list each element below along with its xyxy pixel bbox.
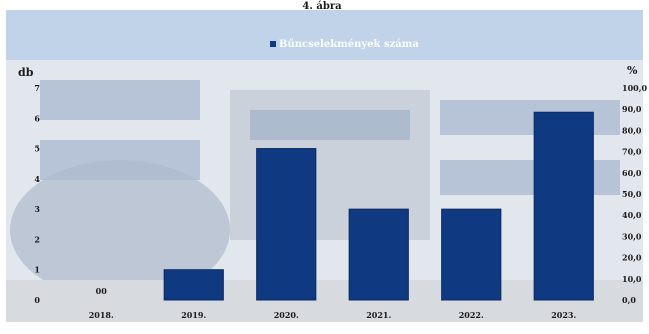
category-label: 2021. [366,310,391,320]
right-tick-label: 10,0 [622,274,642,284]
category-label: 2020. [274,310,299,320]
legend-swatch [270,41,276,47]
right-tick-label: 100,0 [622,83,647,93]
left-tick-label: 2 [34,234,40,244]
left-axis-unit: db [18,66,34,79]
legend: Bűncselekmények száma [270,39,419,50]
bar-series: 00 [96,111,594,301]
right-tick-label: 50,0 [622,189,642,199]
bar [163,269,224,301]
bar [441,208,502,301]
right-tick-label: 0,0 [622,295,636,305]
category-labels: 2018. 2019. 2020. 2021. 2022. 2023. [89,310,577,320]
bar [533,111,594,301]
background-photo [6,10,643,322]
right-tick-label: 80,0 [622,125,642,135]
category-label: 2019. [181,310,206,320]
right-axis-unit: % [627,64,638,77]
chart-title: 4. ábra [302,1,342,12]
left-tick-label: 7 [34,83,40,93]
bar [256,148,317,301]
right-tick-label: 40,0 [622,210,642,220]
right-tick-label: 90,0 [622,104,642,114]
background-window-row-1 [40,80,200,120]
bar-value-label: 00 [96,286,108,296]
right-tick-label: 70,0 [622,147,642,157]
left-tick-label: 6 [34,113,40,123]
bar [348,208,409,301]
category-label: 2023. [551,310,576,320]
left-tick-label: 1 [34,265,40,275]
right-tick-label: 20,0 [622,253,642,263]
left-axis-ticks: 0 1 2 3 4 5 6 7 [34,83,40,305]
right-axis-ticks: 0,0 10,0 20,0 30,0 40,0 50,0 60,0 70,0 80,0 90,0 1… [622,83,647,305]
category-label: 2018. [89,310,114,320]
background-window-row-3 [250,110,410,140]
legend-label: Bűncselekmények száma [279,39,419,50]
left-tick-label: 0 [34,295,40,305]
category-label: 2022. [459,310,484,320]
left-tick-label: 3 [34,204,40,214]
right-tick-label: 60,0 [622,168,642,178]
left-tick-label: 4 [34,174,40,184]
left-tick-label: 5 [34,144,40,154]
right-tick-label: 30,0 [622,231,642,241]
background-tree [10,160,230,300]
